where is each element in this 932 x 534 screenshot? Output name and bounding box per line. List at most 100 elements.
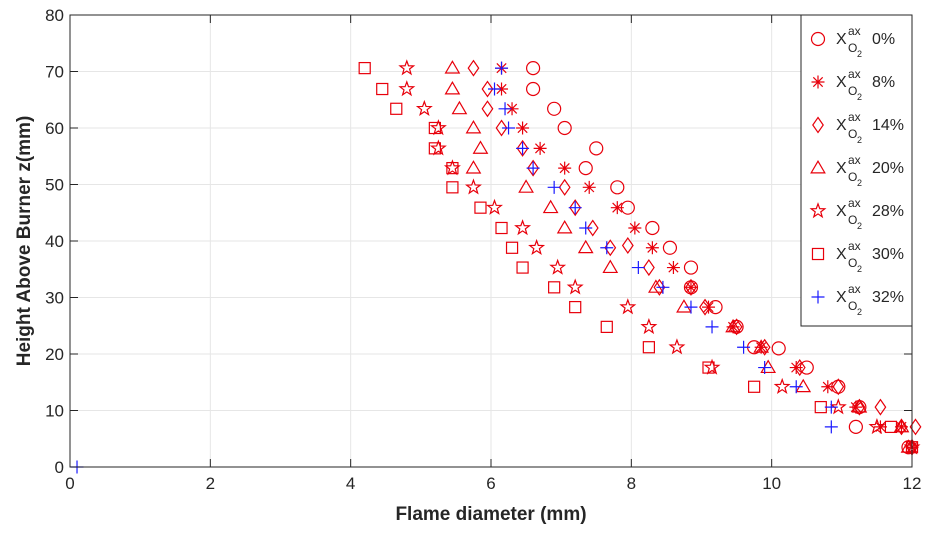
data-point xyxy=(525,81,541,97)
legend-symbol-sub2: 2 xyxy=(857,135,862,145)
data-point xyxy=(472,140,489,154)
legend-symbol-sub: O xyxy=(848,213,857,227)
data-point xyxy=(602,259,619,274)
data-point xyxy=(619,298,637,315)
data-point xyxy=(824,400,838,414)
legend-symbol-sup: ax xyxy=(848,24,861,38)
data-point xyxy=(514,219,532,236)
data-point xyxy=(582,180,596,194)
data-point xyxy=(666,261,680,275)
data-point xyxy=(516,261,529,274)
legend-marker xyxy=(811,290,825,304)
data-point xyxy=(518,179,534,193)
legend-marker xyxy=(812,116,824,134)
data-point xyxy=(428,142,441,155)
data-point xyxy=(467,59,480,77)
data-point xyxy=(415,99,433,117)
legend-label: 20% xyxy=(872,160,904,177)
data-point xyxy=(848,419,863,434)
series-32% xyxy=(70,61,838,474)
x-tick-label: 8 xyxy=(627,474,636,493)
legend-label: 14% xyxy=(872,117,904,134)
data-point xyxy=(398,80,416,97)
y-tick-label: 50 xyxy=(45,176,64,195)
data-point xyxy=(684,280,698,294)
y-tick-label: 40 xyxy=(45,232,64,251)
data-point xyxy=(528,238,546,255)
legend-symbol-sup: ax xyxy=(848,67,861,81)
data-point xyxy=(505,102,519,116)
legend-marker xyxy=(809,202,827,219)
data-point xyxy=(474,201,487,214)
data-point xyxy=(829,398,847,415)
legend-symbol-sub2: 2 xyxy=(857,307,862,317)
y-tick-label: 60 xyxy=(45,119,64,138)
data-point xyxy=(429,119,447,136)
data-point xyxy=(702,300,716,314)
data-point xyxy=(516,139,529,157)
data-point xyxy=(556,219,573,234)
data-point xyxy=(737,340,751,354)
data-point xyxy=(428,121,441,135)
x-tick-label: 4 xyxy=(346,474,355,493)
data-point xyxy=(868,417,886,435)
data-point xyxy=(832,378,845,396)
data-point xyxy=(699,298,711,316)
data-point xyxy=(577,239,594,254)
x-tick-label: 6 xyxy=(486,474,495,493)
data-point xyxy=(446,161,459,175)
data-point xyxy=(894,420,908,434)
data-point xyxy=(390,102,403,115)
legend-symbol-sup: ax xyxy=(848,196,861,210)
data-point xyxy=(465,119,482,134)
data-point xyxy=(558,161,572,175)
legend-marker xyxy=(811,247,825,261)
data-point xyxy=(683,260,699,275)
data-point xyxy=(376,82,389,96)
data-point xyxy=(558,178,571,196)
y-tick-label: 70 xyxy=(45,63,64,82)
data-point xyxy=(547,180,561,194)
legend-symbol-sub2: 2 xyxy=(857,221,862,231)
legend-symbol-sub2: 2 xyxy=(857,264,862,274)
data-point xyxy=(621,236,634,255)
data-point xyxy=(853,398,866,416)
legend-symbol-sup: ax xyxy=(848,239,861,253)
legend-box xyxy=(800,14,913,327)
data-point xyxy=(705,320,719,334)
legend-label: 28% xyxy=(872,203,904,220)
y-axis-label: Height Above Burner z(mm) xyxy=(14,116,35,367)
data-point xyxy=(429,139,447,156)
data-point xyxy=(610,201,624,215)
x-tick-label: 12 xyxy=(903,474,922,493)
legend-label: 0% xyxy=(872,31,895,48)
legend-symbol: X xyxy=(836,246,847,263)
legend-symbol: X xyxy=(836,74,847,91)
data-point xyxy=(758,361,772,375)
data-point xyxy=(495,82,509,96)
data-point xyxy=(569,199,582,217)
x-tick-labels: 0 2 4 6 8 10 12 xyxy=(65,474,921,493)
legend-label: 32% xyxy=(872,289,904,306)
data-point xyxy=(569,300,582,314)
data-point xyxy=(684,300,698,314)
y-tick-label: 0 xyxy=(55,458,64,477)
data-point xyxy=(645,220,660,236)
data-point xyxy=(525,61,541,76)
data-point xyxy=(464,178,482,195)
data-point xyxy=(600,320,613,334)
y-tick-label: 20 xyxy=(45,345,64,364)
y-tick-label: 30 xyxy=(45,289,64,308)
legend-symbol-sub: O xyxy=(848,84,857,98)
data-point xyxy=(586,219,599,237)
data-point xyxy=(771,341,786,356)
data-point xyxy=(730,318,743,336)
legend-symbol: X xyxy=(836,117,847,134)
data-point xyxy=(758,338,771,356)
data-point xyxy=(566,278,584,295)
x-tick-label: 0 xyxy=(65,474,74,493)
